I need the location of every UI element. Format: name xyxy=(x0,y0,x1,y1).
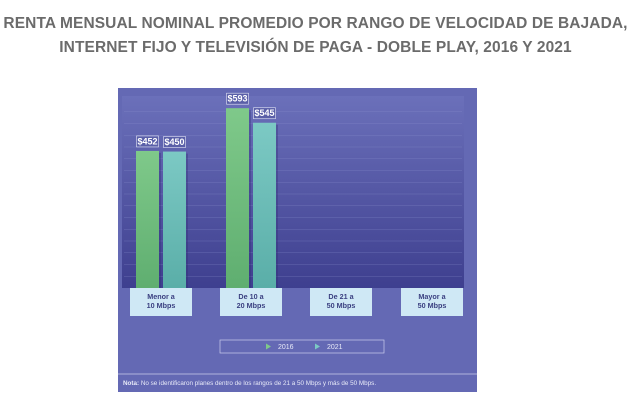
bar-2021-0 xyxy=(163,151,186,288)
category-box-1 xyxy=(220,288,282,316)
category-box-2 xyxy=(310,288,372,316)
bars xyxy=(136,108,278,290)
footnote-prefix: Nota: xyxy=(123,380,140,387)
category-label-0-0: Menor a xyxy=(147,292,176,301)
bar-2016-0 xyxy=(136,150,159,288)
category-label-3-0: Mayor a xyxy=(418,292,446,301)
data-label-box xyxy=(226,92,249,105)
data-label-box xyxy=(163,136,186,148)
category-box-0 xyxy=(130,288,192,316)
data-label-2016-0: $452 xyxy=(137,136,157,146)
data-label-2021-1: $545 xyxy=(254,108,274,118)
footnote-text: No se identificaron planes dentro de los… xyxy=(139,380,377,387)
category-label-1-1: 20 Mbps xyxy=(237,301,266,310)
category-label-2-1: 50 Mbps xyxy=(327,301,356,310)
data-labels: $452 $593 $450 $545 xyxy=(136,92,276,148)
category-label-0-1: 10 Mbps xyxy=(147,301,176,310)
legend-marker-2016 xyxy=(266,343,271,350)
chart-panel: $452 $593 $450 $545 Menor a 10 Mbps De 10 a 20… xyxy=(118,88,477,392)
footnote: Nota: No se identificaron planes dentro … xyxy=(123,380,473,387)
chart-title: RENTA MENSUAL NOMINAL PROMEDIO POR RANGO… xyxy=(0,12,631,60)
bar-2016-1 xyxy=(226,108,249,288)
category-label-2-0: De 21 a xyxy=(328,292,354,301)
category-label-3-1: 50 Mbps xyxy=(418,301,447,310)
category-label-1-0: De 10 a xyxy=(238,292,264,301)
data-label-box xyxy=(253,107,276,120)
bar-2021-1 xyxy=(253,122,276,288)
category-box-3 xyxy=(401,288,463,316)
legend: 2016 2021 xyxy=(219,339,385,354)
legend-label-2021: 2021 xyxy=(327,344,343,351)
legend-box xyxy=(219,339,385,354)
data-label-2016-1: $593 xyxy=(227,94,247,104)
chart-title-line-2: INTERNET FIJO Y TELEVISIÓN DE PAGA - DOB… xyxy=(59,39,572,56)
legend-marker-2021 xyxy=(315,343,320,350)
legend-label-2016: 2016 xyxy=(278,344,294,351)
data-label-2021-0: $450 xyxy=(164,137,184,147)
chart-title-line-1: RENTA MENSUAL NOMINAL PROMEDIO POR RANGO… xyxy=(3,15,628,32)
data-label-box xyxy=(136,135,159,148)
